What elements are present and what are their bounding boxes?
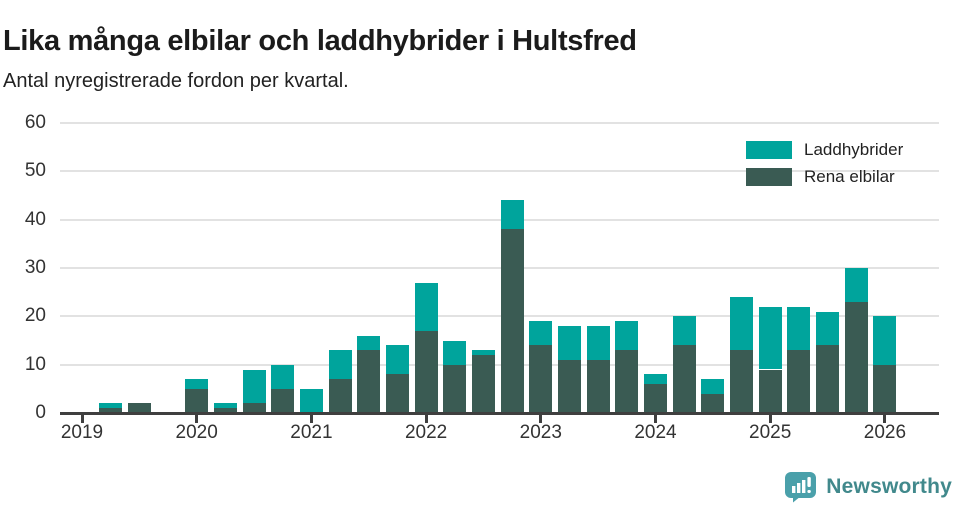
x-axis-tick [195,415,199,423]
bar-segment-laddhybrider-2019-q2 [99,403,123,409]
bar-segment-rena-elbilar-2021-q3 [357,350,381,413]
bar-segment-rena-elbilar-2022-q2 [443,364,467,413]
y-axis-label: 60 [24,112,46,133]
gridline [60,315,939,318]
y-axis-label: 40 [24,208,46,230]
bar-segment-laddhybrider-2026-q1 [873,316,897,365]
x-axis-tick [539,415,543,423]
x-axis-label: 2020 [175,422,218,443]
bar-segment-laddhybrider-2022-q4 [500,200,524,230]
x-axis-label: 2022 [404,422,448,443]
bar-segment-rena-elbilar-2020-q1 [185,388,209,413]
bar-segment-rena-elbilar-2024-q1 [644,384,667,413]
bar-segment-rena-elbilar-2025-q4 [844,301,868,413]
bar-segment-rena-elbilar-2025-q3 [816,345,840,413]
legend-item-laddhybrider: Laddhybrider [746,141,903,159]
bar-segment-laddhybrider-2021-q1 [299,388,323,413]
legend: Laddhybrider Rena elbilar [746,141,903,186]
bar-segment-laddhybrider-2023-q2 [557,326,581,360]
y-axis-label: 0 [35,402,46,423]
page-title: Lika många elbilar och laddhybrider i Hu… [3,25,637,58]
legend-swatch-laddhybrider [746,141,792,159]
bar-segment-laddhybrider-2022-q2 [443,340,467,365]
gridline [60,363,939,366]
x-axis-tick [424,415,428,423]
x-axis-tick [80,415,84,423]
bar-segment-laddhybrider-2024-q1 [644,374,667,384]
y-axis-label: 50 [24,160,46,182]
y-axis-label: 10 [24,353,46,375]
bar-segment-laddhybrider-2023-q3 [586,326,610,360]
bar-segment-laddhybrider-2022-q3 [471,350,495,355]
chart-subtitle: Antal nyregistrerade fordon per kvartal. [3,70,349,92]
bar-segment-rena-elbilar-2023-q1 [529,345,553,413]
x-axis-label: 2024 [634,422,677,443]
gridline [60,170,939,173]
x-axis-tick [309,415,313,423]
x-axis-line [60,412,939,415]
newsworthy-logo-icon [785,472,817,503]
gridline [60,267,939,269]
bar-segment-laddhybrider-2021-q2 [328,350,352,380]
legend-item-rena-elbilar: Rena elbilar [746,168,903,186]
x-axis-label: 2021 [290,422,333,443]
bar-segment-rena-elbilar-2021-q2 [328,379,352,413]
bar-segment-rena-elbilar-2022-q4 [500,229,524,413]
x-axis-tick [768,415,772,423]
x-axis-tick [654,415,657,423]
bar-segment-rena-elbilar-2024-q4 [730,350,754,413]
bar-segment-rena-elbilar-2024-q3 [701,393,725,413]
bar-segment-rena-elbilar-2023-q3 [586,359,610,413]
legend-label: Laddhybrider [804,140,904,159]
gridline [60,122,939,124]
bar-segment-laddhybrider-2022-q1 [414,282,438,331]
y-axis-label: 20 [24,305,46,327]
bar-segment-laddhybrider-2024-q4 [730,297,754,351]
bar-segment-laddhybrider-2024-q3 [701,379,725,394]
bar-segment-laddhybrider-2020-q4 [271,364,295,389]
x-axis-label: 2026 [863,422,907,443]
bar-segment-rena-elbilar-2025-q2 [787,350,811,413]
x-axis-label: 2019 [60,422,104,443]
bar-segment-laddhybrider-2023-q4 [615,321,639,351]
bar-segment-rena-elbilar-2019-q3 [127,403,151,413]
bar-segment-rena-elbilar-2023-q4 [615,350,639,413]
gridline [60,218,939,221]
bar-segment-laddhybrider-2024-q2 [672,316,696,346]
bar-segment-rena-elbilar-2025-q1 [758,369,782,413]
bar-segment-laddhybrider-2025-q2 [787,306,811,351]
chart-area: 0 10 20 30 40 50 60 2019 2020 2021 2022 2023 2024 202… [24,112,939,443]
bar-segment-rena-elbilar-2021-q4 [385,374,409,413]
bar-segment-rena-elbilar-2020-q4 [271,388,295,413]
bar-segment-laddhybrider-2020-q2 [213,403,237,409]
bar-segment-rena-elbilar-2024-q2 [672,345,696,413]
bar-segment-laddhybrider-2020-q3 [242,369,266,404]
bar-segment-laddhybrider-2020-q1 [185,379,209,389]
bar-segment-rena-elbilar-2022-q1 [414,330,438,413]
bar-segment-laddhybrider-2025-q3 [816,311,840,346]
bar-segment-rena-elbilar-2020-q2 [213,408,237,413]
y-axis-label: 30 [24,257,46,278]
legend-label: Rena elbilar [804,167,895,186]
bar-segment-laddhybrider-2025-q4 [844,268,868,302]
bar-segment-rena-elbilar-2026-q1 [873,364,897,413]
x-axis-label: 2025 [749,422,792,443]
x-axis-tick [883,415,887,423]
brand-footer: Newsworthy [784,471,952,503]
bar-segment-rena-elbilar-2020-q3 [242,403,266,413]
bar-segment-rena-elbilar-2022-q3 [471,355,495,413]
bar-segment-laddhybrider-2021-q4 [385,345,409,375]
bar-segment-rena-elbilar-2023-q2 [557,359,581,413]
bar-segment-laddhybrider-2023-q1 [529,321,553,346]
x-axis-label: 2023 [519,422,562,443]
legend-swatch-rena-elbilar [746,168,792,186]
brand-name: Newsworthy [826,475,952,498]
bar-segment-laddhybrider-2025-q1 [758,306,782,370]
bar-segment-laddhybrider-2021-q3 [357,335,381,351]
bar-segment-rena-elbilar-2019-q2 [99,408,123,413]
